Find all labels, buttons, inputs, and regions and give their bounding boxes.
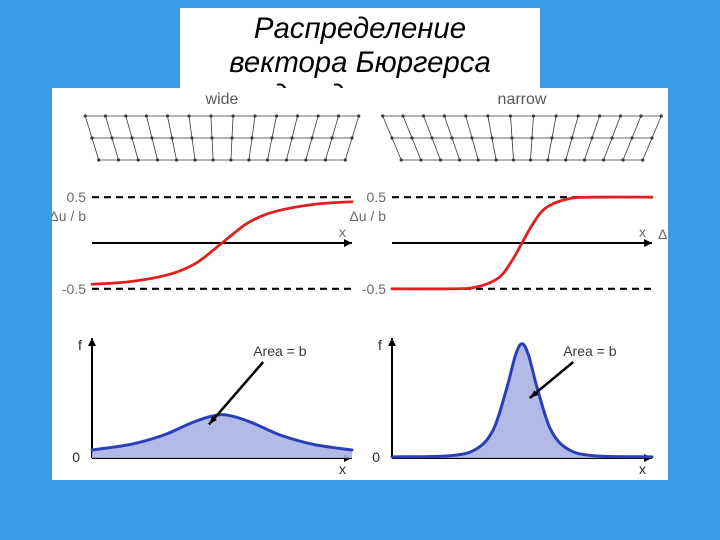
svg-text:-0.5: -0.5 — [362, 281, 386, 297]
svg-text:Area = b: Area = b — [563, 343, 617, 359]
svg-text:0.5: 0.5 — [367, 189, 387, 205]
svg-text:Δu / b: Δu / b — [52, 208, 86, 224]
figure-svg: widenarrow0.5-0.5Δu / bx0.5-0.5Δu / bxΔu… — [52, 88, 668, 480]
svg-text:f: f — [78, 337, 82, 353]
svg-text:x: x — [639, 461, 646, 477]
svg-text:wide: wide — [205, 91, 239, 108]
svg-text:Area = b: Area = b — [253, 343, 307, 359]
svg-text:Δu: Δu — [658, 226, 668, 242]
svg-text:x: x — [639, 224, 646, 240]
svg-text:f: f — [378, 337, 382, 353]
svg-text:x: x — [339, 224, 346, 240]
svg-text:0.5: 0.5 — [67, 189, 87, 205]
svg-text:-0.5: -0.5 — [62, 281, 86, 297]
svg-text:0: 0 — [72, 449, 80, 465]
svg-text:0: 0 — [372, 449, 380, 465]
title-line-1: Распределение вектора Бюргерса — [200, 12, 520, 79]
svg-text:Δu / b: Δu / b — [349, 208, 386, 224]
figure-panel: widenarrow0.5-0.5Δu / bx0.5-0.5Δu / bxΔu… — [52, 88, 668, 480]
svg-text:narrow: narrow — [498, 91, 547, 108]
svg-text:x: x — [339, 461, 346, 477]
slide: Распределение вектора Бюргерса в ядре ди… — [0, 0, 720, 540]
